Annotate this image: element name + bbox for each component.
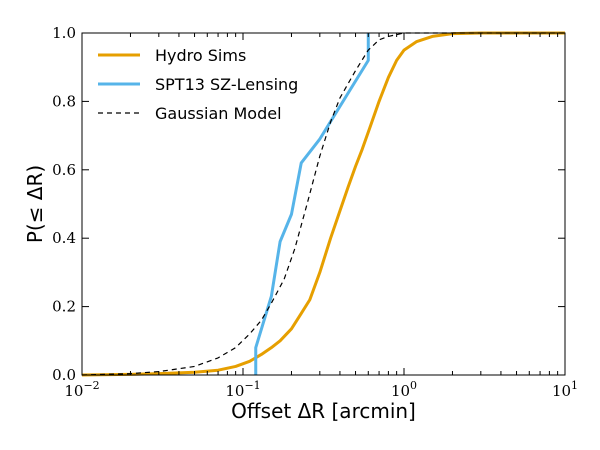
legend-label: SPT13 SZ-Lensing [155, 75, 298, 94]
y-tick-label: 0.2 [52, 298, 76, 316]
y-axis-label: P(≤ ΔR) [23, 165, 47, 243]
y-axis: 0.0 0.2 0.4 0.6 0.8 1.0 [52, 24, 565, 384]
y-tick-label: 0.0 [52, 366, 76, 384]
y-tick-label: 0.8 [52, 92, 76, 110]
legend-label: Gaussian Model [155, 104, 282, 123]
x-axis: 10−2 10−1 100 101 [64, 33, 578, 400]
x-tick-label: 101 [552, 379, 578, 400]
x-tick-label: 10−1 [225, 379, 260, 400]
plot-area [81, 31, 565, 377]
plot-frame [81, 32, 566, 376]
x-tick-label: 10−2 [64, 379, 99, 400]
x-tick-label: 100 [391, 379, 417, 400]
legend: Hydro Sims SPT13 SZ-Lensing Gaussian Model [98, 46, 298, 123]
legend-label: Hydro Sims [155, 46, 246, 65]
y-tick-label: 1.0 [52, 24, 76, 42]
series-line-2 [81, 32, 565, 376]
x-axis-label: Offset ΔR [arcmin] [231, 399, 416, 423]
series-line-1 [254, 33, 370, 375]
y-tick-label: 0.4 [52, 229, 76, 247]
series-line-0 [81, 31, 565, 377]
y-tick-label: 0.6 [52, 161, 76, 179]
